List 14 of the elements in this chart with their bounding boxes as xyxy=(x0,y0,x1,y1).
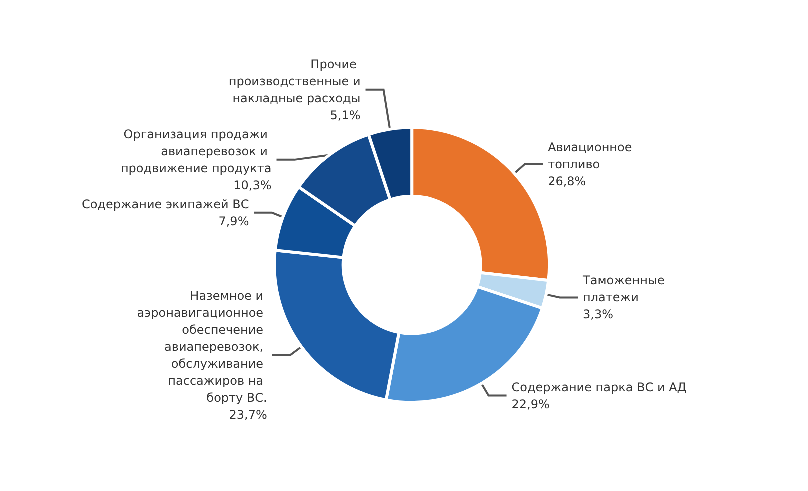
slice-label: Авиационное топливо xyxy=(548,140,636,172)
data-label: 22,9% xyxy=(512,397,550,412)
slice-label: Прочие производственные и накладные расходы xyxy=(228,57,361,106)
slice-label: Таможенные платежи xyxy=(582,274,669,305)
slice-label: Наземное и аэронавигационное обеспечение авиаперевозок, обслуживание пассажиров на борту ВС. xyxy=(137,288,268,405)
slice-label: Содержание парка ВС и АД xyxy=(512,380,687,394)
data-label: 10,3% xyxy=(234,178,272,192)
data-label: 23,7% xyxy=(229,408,268,422)
data-label: 26,8% xyxy=(548,174,586,188)
slice-label: Содержание экипажей ВС xyxy=(82,197,250,212)
slice-label: Организация продажи авиаперевозок и продвижение продукта xyxy=(120,127,272,176)
data-label: 7,9% xyxy=(218,214,250,228)
data-label: 5,1% xyxy=(330,108,361,122)
data-label: 3,3% xyxy=(583,308,614,322)
